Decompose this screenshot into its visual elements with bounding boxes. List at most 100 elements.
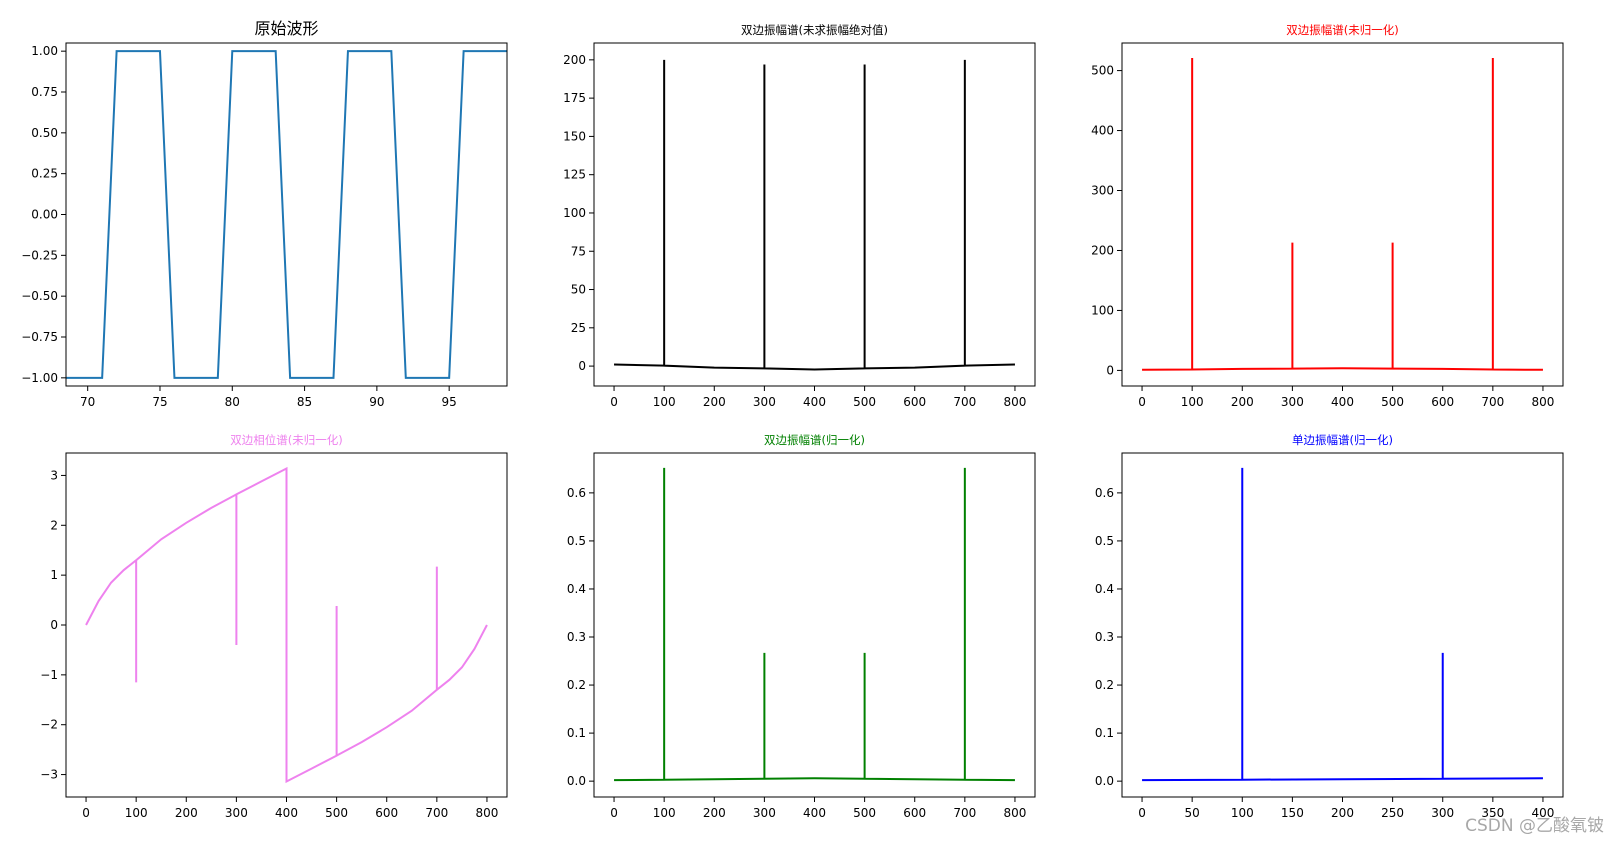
x-tick-label: 400 [803,395,826,409]
chart-title: 双边振幅谱(未求振幅绝对值) [741,23,888,37]
x-tick-label: 200 [175,806,198,820]
x-tick-label: 80 [225,395,240,409]
y-tick-label: 0.50 [31,126,58,140]
chart-panel-6: 0 50 100 150 200 250 300 350 400 0.6 0.5 0.4 0.3 0.2 0… [1095,433,1564,820]
x-tick-label: 100 [653,806,676,820]
y-tick-label: 0.2 [567,678,586,692]
y-tick-label: −2 [40,718,58,732]
y-tick-label: 0.75 [31,85,58,99]
x-tick-label: 0 [610,806,618,820]
y-tick-label: 175 [563,91,586,105]
x-tick-label: 700 [1481,395,1504,409]
x-tick-label: 70 [80,395,95,409]
x-tick-label: 400 [803,806,826,820]
y-tick-label: 100 [563,206,586,220]
y-tick-label: 0.3 [1095,630,1114,644]
x-tick-label: 200 [1331,806,1354,820]
y-tick-label: 0 [1106,363,1114,377]
y-tick-label: 0.1 [567,726,586,740]
y-tick-label: 0.4 [1095,582,1114,596]
y-tick-label: 1 [50,568,58,582]
axes-frame [593,452,1036,798]
x-tick-label: 0 [610,395,618,409]
y-tick-label: 0.00 [31,208,58,222]
x-tick-label: 50 [1185,806,1200,820]
y-tick-label: −0.50 [21,289,58,303]
chart-title: 双边振幅谱(归一化) [764,433,865,447]
series-line [66,50,507,379]
x-tick-label: 0 [82,806,90,820]
chart-title: 双边振幅谱(未归一化) [1286,23,1398,37]
y-tick-label: 500 [1091,64,1114,78]
x-tick-label: 700 [953,806,976,820]
y-tick-label: 300 [1091,184,1114,198]
x-tick-label: 800 [1004,806,1027,820]
chart-panel-1: 70 75 80 85 90 95 1.00 0.75 0.50 0.25 0.00 −0.25 −0.… [21,19,508,409]
y-tick-label: −1 [40,668,58,682]
x-tick-label: 800 [1004,395,1027,409]
x-tick-label: 100 [125,806,148,820]
x-tick-label: 600 [1431,395,1454,409]
x-tick-label: 250 [1381,806,1404,820]
x-tick-label: 300 [1431,806,1454,820]
axes-frame [1121,452,1564,798]
y-tick-label: 0.6 [567,486,586,500]
chart-panel-5: 0 100 200 300 400 500 600 700 800 0.6 0.5 0.4 0.3 0.2… [567,433,1036,820]
y-tick-label: 0.2 [1095,678,1114,692]
y-tick-label: −0.25 [21,248,58,262]
x-tick-label: 300 [753,395,776,409]
x-tick-label: 200 [703,395,726,409]
y-tick-label: 400 [1091,124,1114,138]
x-tick-label: 700 [425,806,448,820]
chart-title: 单边振幅谱(归一化) [1292,433,1393,447]
x-tick-label: 200 [1231,395,1254,409]
chart-panel-3: 0 100 200 300 400 500 600 700 800 500 400 300 200 100… [1091,23,1564,409]
x-tick-label: 400 [1331,395,1354,409]
x-tick-label: 90 [369,395,384,409]
y-tick-label: 150 [563,129,586,143]
y-tick-label: 0 [578,359,586,373]
chart-title: 原始波形 [254,19,318,38]
x-tick-label: 400 [275,806,298,820]
x-tick-label: 800 [1532,395,1555,409]
series-line [1142,57,1543,371]
y-tick-label: 125 [563,168,586,182]
y-tick-label: 50 [571,283,586,297]
x-tick-label: 600 [903,395,926,409]
chart-panel-4: 0 100 200 300 400 500 600 700 800 3 2 1 0 −1 −2 −3 双边相位谱… [40,433,508,820]
x-tick-label: 800 [476,806,499,820]
x-tick-label: 0 [1138,395,1146,409]
x-tick-label: 600 [375,806,398,820]
axes-frame [593,42,1036,387]
x-tick-label: 500 [325,806,348,820]
y-tick-label: 0.25 [31,167,58,181]
chart-title: 双边相位谱(未归一化) [230,433,342,447]
x-tick-label: 350 [1481,806,1504,820]
x-tick-label: 300 [1281,395,1304,409]
x-tick-label: 75 [152,395,167,409]
axes-frame [65,42,508,387]
x-tick-label: 500 [853,806,876,820]
x-tick-label: 100 [1231,806,1254,820]
y-tick-label: −0.75 [21,330,58,344]
y-tick-label: 200 [1091,243,1114,257]
y-tick-label: 25 [571,321,586,335]
x-tick-label: 300 [753,806,776,820]
x-tick-label: 400 [1532,806,1555,820]
y-tick-label: 0.0 [567,774,586,788]
y-tick-label: 0.0 [1095,774,1114,788]
x-tick-label: 100 [1181,395,1204,409]
y-tick-label: 75 [571,244,586,258]
y-tick-label: 1.00 [31,44,58,58]
y-tick-label: 0.3 [567,630,586,644]
y-tick-label: 0.5 [1095,534,1114,548]
series-line [1142,467,1543,782]
x-tick-label: 500 [1381,395,1404,409]
y-tick-label: 0 [50,618,58,632]
series-line [614,467,1015,782]
series-line [614,59,1015,371]
y-tick-label: 0.4 [567,582,586,596]
chart-panel-2: 0 100 200 300 400 500 600 700 800200175150125100… [563,23,1036,409]
x-tick-label: 100 [653,395,676,409]
